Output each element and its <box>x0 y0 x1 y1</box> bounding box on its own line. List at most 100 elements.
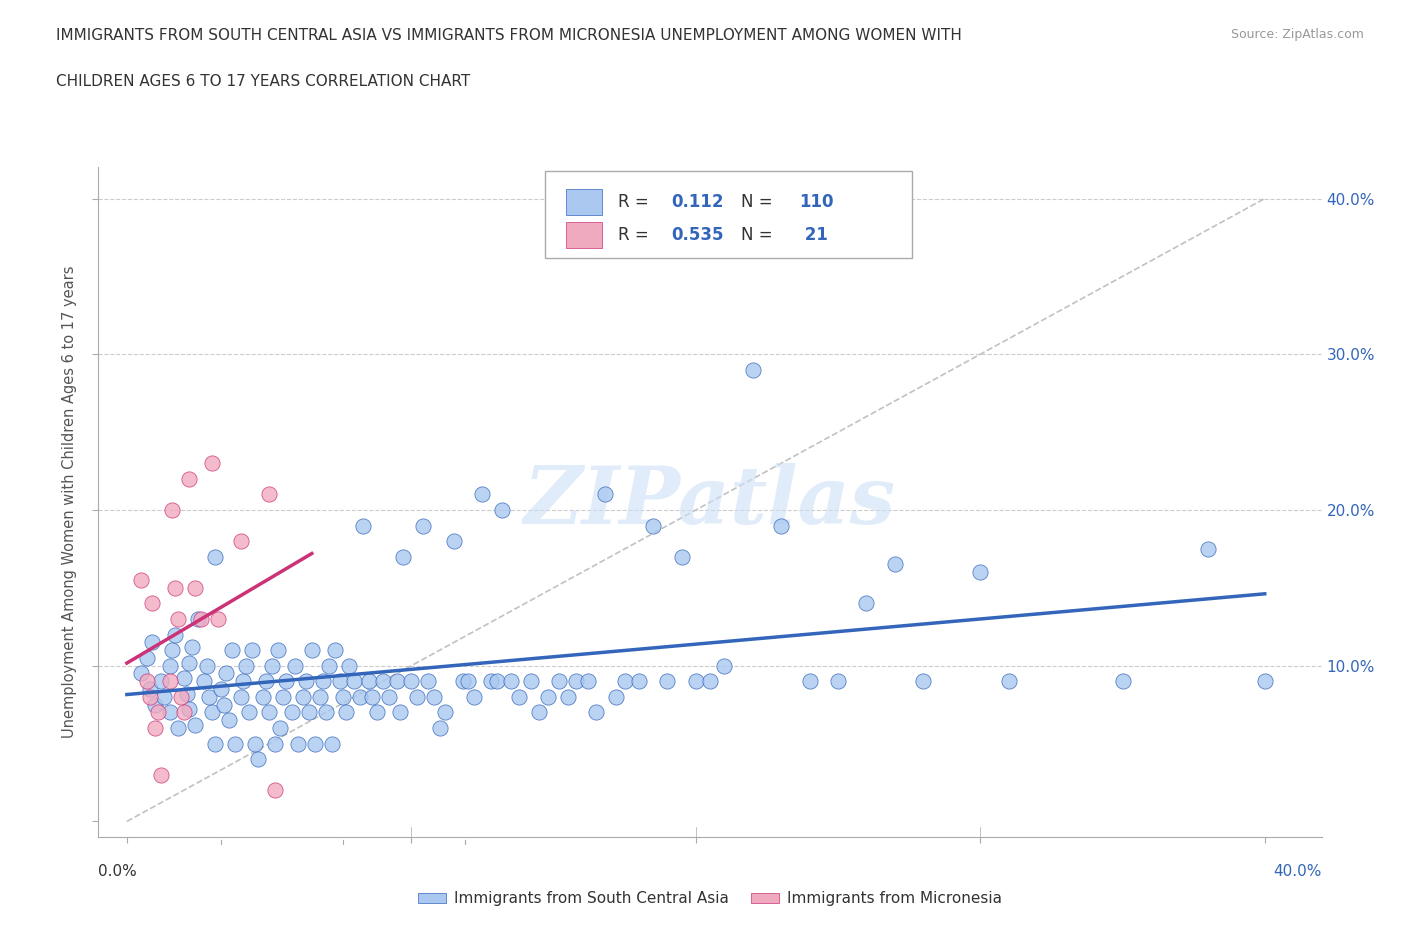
Point <box>287 737 309 751</box>
Point <box>585 705 607 720</box>
FancyBboxPatch shape <box>565 222 602 247</box>
Point <box>243 737 266 751</box>
Point <box>240 643 263 658</box>
Point <box>827 674 849 689</box>
Point <box>292 689 315 704</box>
Point <box>235 658 257 673</box>
Point <box>184 717 207 732</box>
Point <box>520 674 543 689</box>
Point <box>457 674 479 689</box>
Point <box>485 674 508 689</box>
Point <box>273 689 295 704</box>
Point <box>165 580 187 595</box>
Point <box>229 689 252 704</box>
Point <box>281 705 304 720</box>
Point <box>713 658 735 673</box>
Point <box>150 674 173 689</box>
FancyBboxPatch shape <box>565 189 602 215</box>
Point <box>129 573 152 588</box>
Point <box>159 658 181 673</box>
Point <box>643 518 665 533</box>
Point <box>173 671 195 685</box>
Point <box>138 682 160 697</box>
Point <box>257 487 280 502</box>
Point <box>201 705 224 720</box>
Point <box>912 674 935 689</box>
Point <box>997 674 1019 689</box>
Point <box>321 737 343 751</box>
Point <box>187 612 209 627</box>
Point <box>799 674 821 689</box>
Point <box>412 518 434 533</box>
Point <box>212 698 235 712</box>
Point <box>360 689 382 704</box>
Point <box>153 689 176 704</box>
Point <box>146 705 169 720</box>
Point <box>162 502 184 517</box>
Point <box>741 363 763 378</box>
Point <box>377 689 399 704</box>
Point <box>173 705 195 720</box>
Point <box>190 612 212 627</box>
Text: Source: ZipAtlas.com: Source: ZipAtlas.com <box>1230 28 1364 41</box>
Point <box>385 674 408 689</box>
FancyBboxPatch shape <box>546 171 912 258</box>
Point <box>366 705 388 720</box>
Point <box>657 674 679 689</box>
Point <box>165 627 187 642</box>
Point <box>170 689 193 704</box>
Point <box>855 596 877 611</box>
Point <box>295 674 318 689</box>
Text: 0.0%: 0.0% <box>98 864 138 879</box>
Point <box>276 674 298 689</box>
Point <box>254 674 277 689</box>
Point <box>529 705 551 720</box>
Point <box>224 737 246 751</box>
Point <box>388 705 411 720</box>
Point <box>129 666 152 681</box>
Point <box>207 612 229 627</box>
Point <box>671 550 693 565</box>
Point <box>143 721 166 736</box>
Point <box>491 502 513 517</box>
Point <box>1111 674 1133 689</box>
Point <box>204 737 226 751</box>
Point <box>357 674 380 689</box>
Text: 21: 21 <box>800 226 828 244</box>
Y-axis label: Unemployment Among Women with Children Ages 6 to 17 years: Unemployment Among Women with Children A… <box>62 266 77 738</box>
Point <box>263 737 285 751</box>
Text: R =: R = <box>619 193 654 211</box>
Point <box>969 565 991 579</box>
Point <box>312 674 335 689</box>
Point <box>463 689 485 704</box>
Point <box>343 674 366 689</box>
Point <box>884 557 907 572</box>
Point <box>471 487 494 502</box>
Point <box>391 550 413 565</box>
Point <box>298 705 321 720</box>
Text: N =: N = <box>741 193 772 211</box>
Point <box>266 643 288 658</box>
Point <box>548 674 571 689</box>
Point <box>218 712 240 727</box>
Point <box>232 674 254 689</box>
Point <box>337 658 360 673</box>
Point <box>215 666 238 681</box>
Point <box>204 550 226 565</box>
Text: 0.112: 0.112 <box>671 193 723 211</box>
Point <box>349 689 371 704</box>
Text: CHILDREN AGES 6 TO 17 YEARS CORRELATION CHART: CHILDREN AGES 6 TO 17 YEARS CORRELATION … <box>56 74 471 89</box>
Point <box>309 689 332 704</box>
Point <box>537 689 560 704</box>
Point <box>1197 541 1219 556</box>
Point <box>565 674 588 689</box>
Point <box>318 658 340 673</box>
Point <box>141 635 163 650</box>
Point <box>557 689 579 704</box>
Point <box>284 658 307 673</box>
Point <box>184 580 207 595</box>
Point <box>605 689 627 704</box>
Point <box>508 689 530 704</box>
Point <box>257 705 280 720</box>
Text: IMMIGRANTS FROM SOUTH CENTRAL ASIA VS IMMIGRANTS FROM MICRONESIA UNEMPLOYMENT AM: IMMIGRANTS FROM SOUTH CENTRAL ASIA VS IM… <box>56 28 962 43</box>
